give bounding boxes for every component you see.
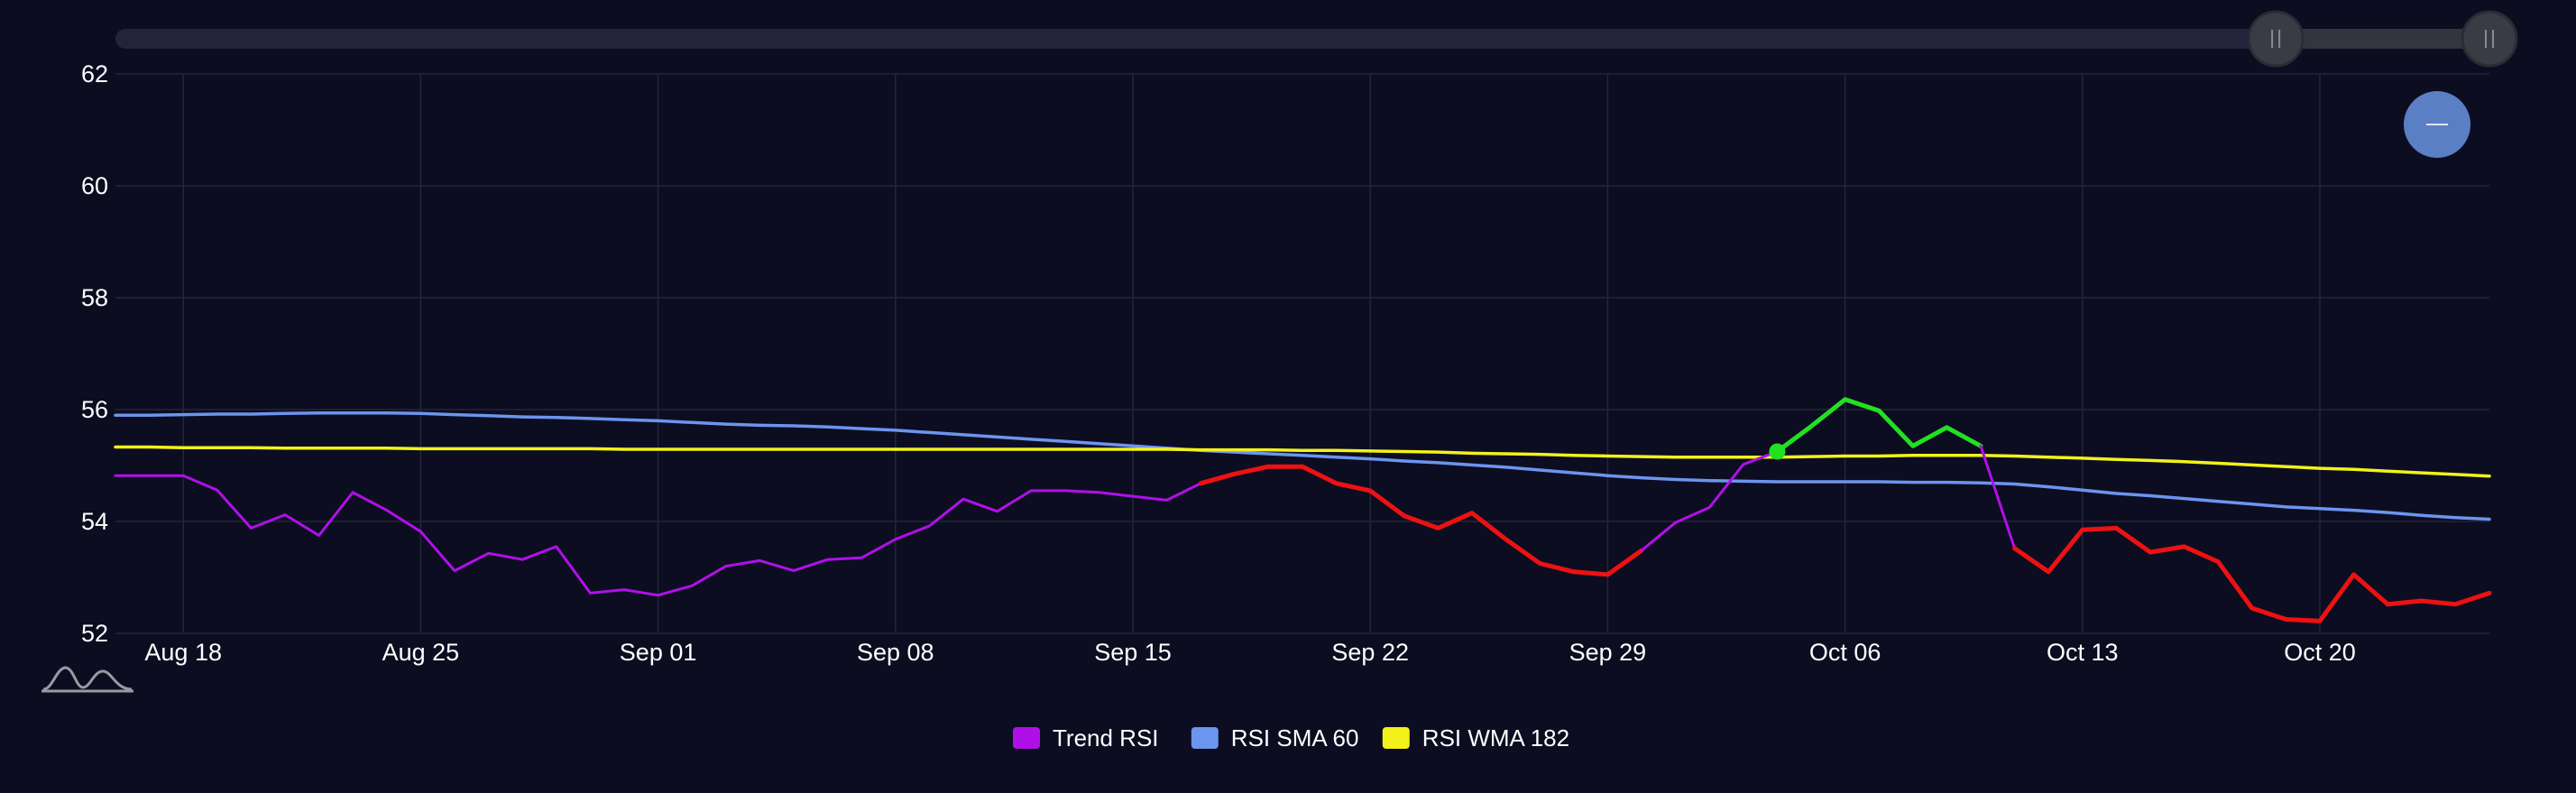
y-tick-label: 58: [81, 284, 108, 311]
range-slider[interactable]: [115, 10, 2518, 68]
x-tick-label: Aug 25: [382, 639, 460, 666]
grid-lines: [115, 73, 2489, 634]
legend-item-rsi-wma-182[interactable]: RSI WMA 182: [1382, 724, 1569, 752]
x-tick-label: Sep 08: [857, 639, 934, 666]
y-axis: 52 54 56 58 60 62: [81, 60, 108, 647]
legend-swatch: [1382, 727, 1410, 749]
series-line-trend-rsi-down: [1198, 464, 1644, 577]
legend-swatch: [1191, 727, 1219, 749]
slider-handle-right[interactable]: [2461, 10, 2518, 68]
legend-item-trend-rsi[interactable]: Trend RSI: [1013, 724, 1159, 752]
series-line-trend-rsi-up: [1774, 397, 1983, 454]
mountain-logo-icon: [41, 666, 133, 693]
x-tick-label: Sep 22: [1331, 639, 1409, 666]
series-line-trend-rsi-neutral: [1979, 444, 2017, 550]
y-tick-label: 54: [81, 508, 108, 535]
x-tick-label: Oct 06: [1809, 639, 1881, 666]
zoom-out-button[interactable]: [2404, 91, 2470, 158]
y-tick-label: 60: [81, 172, 108, 199]
x-tick-label: Sep 15: [1094, 639, 1172, 666]
y-tick-label: 56: [81, 396, 108, 423]
legend-item-rsi-sma-60[interactable]: RSI SMA 60: [1191, 724, 1359, 752]
signal-marker: [1769, 443, 1786, 460]
series-line-trend-rsi-down: [2012, 525, 2492, 623]
y-tick-label: 62: [81, 60, 108, 88]
series-line-rsi-sma-60: [114, 410, 2491, 521]
series-line-trend-rsi-neutral: [1640, 450, 1779, 552]
x-tick-label: Sep 29: [1569, 639, 1647, 666]
x-tick-label: Oct 13: [2047, 639, 2119, 666]
legend-label: Trend RSI: [1053, 724, 1159, 752]
legend-swatch: [1013, 727, 1040, 749]
legend-label: RSI SMA 60: [1231, 724, 1359, 752]
plot-area: [114, 397, 2492, 623]
x-axis: Aug 18 Aug 25 Sep 01 Sep 08 Sep 15 Sep 22 Sep …: [144, 639, 2355, 666]
legend-label: RSI WMA 182: [1422, 724, 1569, 752]
x-tick-label: Sep 01: [620, 639, 697, 666]
slider-selected-range[interactable]: [2276, 29, 2489, 49]
slider-track[interactable]: [115, 29, 2489, 49]
series-line-trend-rsi-neutral: [114, 474, 1202, 597]
slider-handle-left[interactable]: [2247, 10, 2305, 68]
legend: Trend RSI RSI SMA 60 RSI WMA 182: [1013, 724, 1569, 752]
x-tick-label: Oct 20: [2284, 639, 2356, 666]
series-line-rsi-wma-182: [114, 445, 2491, 478]
y-tick-label: 52: [81, 620, 108, 647]
x-tick-label: Aug 18: [144, 639, 222, 666]
